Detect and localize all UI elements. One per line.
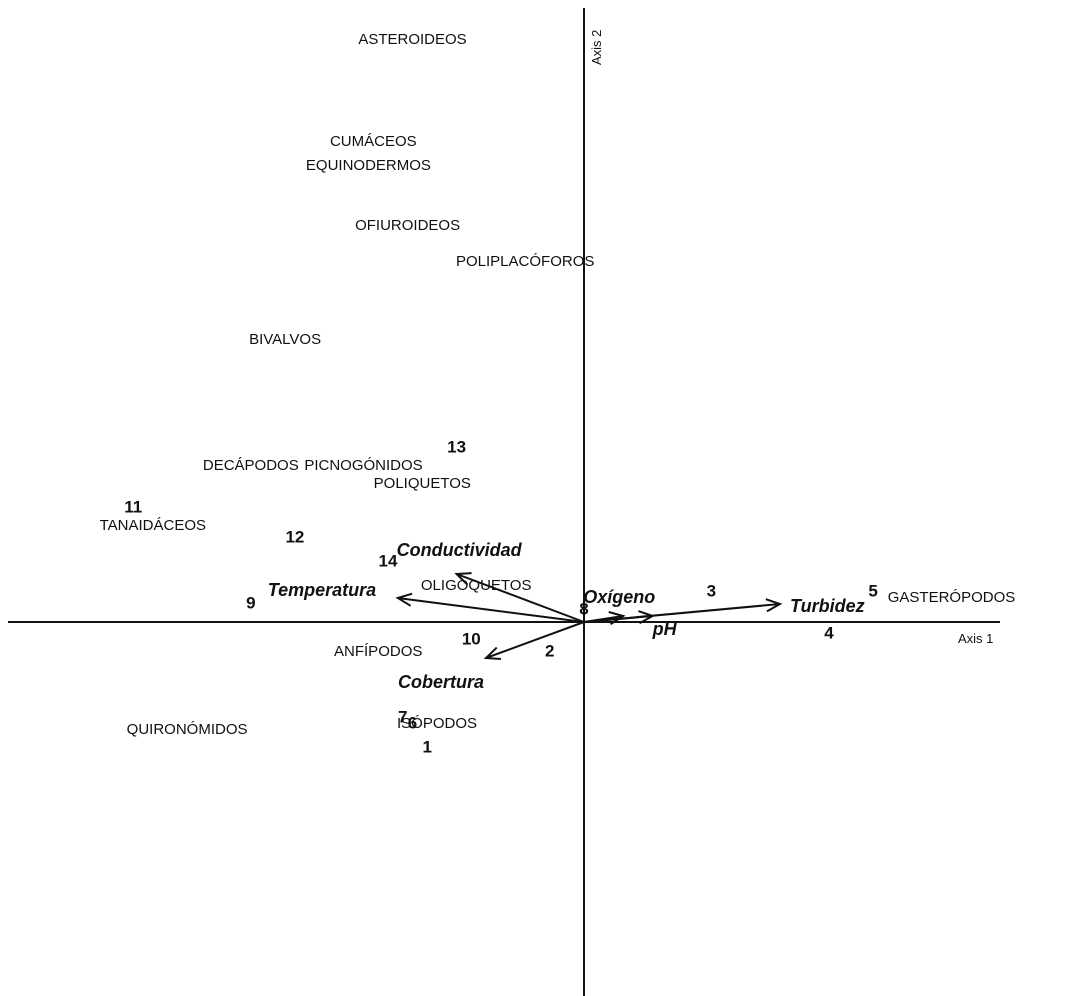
site-label: 6 <box>408 713 417 732</box>
site-label: 12 <box>285 527 304 546</box>
vector-arrowhead <box>395 592 413 607</box>
sites-layer: 13 11 12 14 9 8 3 5 4 10 2 7 61 <box>124 437 878 756</box>
site-label: 4 <box>824 623 834 642</box>
vector-shaft <box>583 603 781 623</box>
vector-label: Cobertura <box>398 672 484 692</box>
taxon-label: ANFÍPODOS <box>334 643 422 660</box>
site-label: 14 <box>379 551 398 570</box>
taxon-label: QUIRONÓMIDOS <box>127 721 248 738</box>
vector-arrowhead <box>608 611 626 625</box>
vector-shaft <box>397 597 585 623</box>
taxon-label: BIVALVOS <box>249 331 321 348</box>
taxon-label: ISÓPODOS <box>397 715 477 732</box>
site-label: 13 <box>447 437 466 456</box>
vector-shaft <box>456 573 585 623</box>
y-axis-label: Axis 2 <box>589 30 604 65</box>
site-label: 7 <box>398 707 407 726</box>
taxon-label: DECÁPODOS <box>203 457 299 474</box>
site-label: 2 <box>545 641 554 660</box>
vector-label: Temperatura <box>268 580 376 600</box>
x-axis-label: Axis 1 <box>958 631 993 646</box>
vector-turbidez: Turbidez <box>583 596 865 623</box>
vector-label: pH <box>652 619 678 639</box>
site-label: 1 <box>422 737 431 756</box>
vector-temperatura: Temperatura <box>268 580 585 623</box>
taxon-label: ASTEROIDEOS <box>358 31 466 48</box>
taxon-label: EQUINODERMOS <box>306 157 431 174</box>
taxon-label: TANAIDÁCEOS <box>100 517 206 534</box>
taxon-label: POLIQUETOS <box>374 475 471 492</box>
site-label: 10 <box>462 629 481 648</box>
site-label: 11 <box>124 497 142 516</box>
vector-conductividad: Conductividad <box>397 540 585 623</box>
taxa-layer: ASTEROIDEOS CUMÁCEOS EQUINODERMOS OFIUROIDE… <box>100 31 1016 738</box>
taxon-label: PICNOGÓNIDOS <box>304 457 422 474</box>
site-label: 8 <box>579 599 588 618</box>
vector-label: Turbidez <box>790 596 865 616</box>
vector-arrowhead <box>765 598 783 613</box>
vector-shaft <box>485 621 585 659</box>
taxon-label: GASTERÓPODOS <box>888 589 1016 606</box>
vector-cobertura: Cobertura <box>398 621 585 692</box>
vector-label: Conductividad <box>397 540 523 560</box>
vector-arrowhead <box>483 646 502 661</box>
vector-label: Oxígeno <box>583 587 655 607</box>
taxon-label: OLIGOQUETOS <box>421 577 532 594</box>
site-label: 3 <box>707 581 716 600</box>
taxon-label: OFIUROIDEOS <box>355 217 460 234</box>
vectors-layer: Temperatura Conductividad Oxígeno pH Turbide… <box>268 540 865 692</box>
site-label: 5 <box>868 581 877 600</box>
site-label: 9 <box>246 593 255 612</box>
axes-layer: Axis 1 Axis 2 <box>8 8 1000 996</box>
vector-arrowhead <box>454 572 472 586</box>
taxon-label: POLIPLACÓFOROS <box>456 253 594 270</box>
taxon-label: CUMÁCEOS <box>330 133 417 150</box>
